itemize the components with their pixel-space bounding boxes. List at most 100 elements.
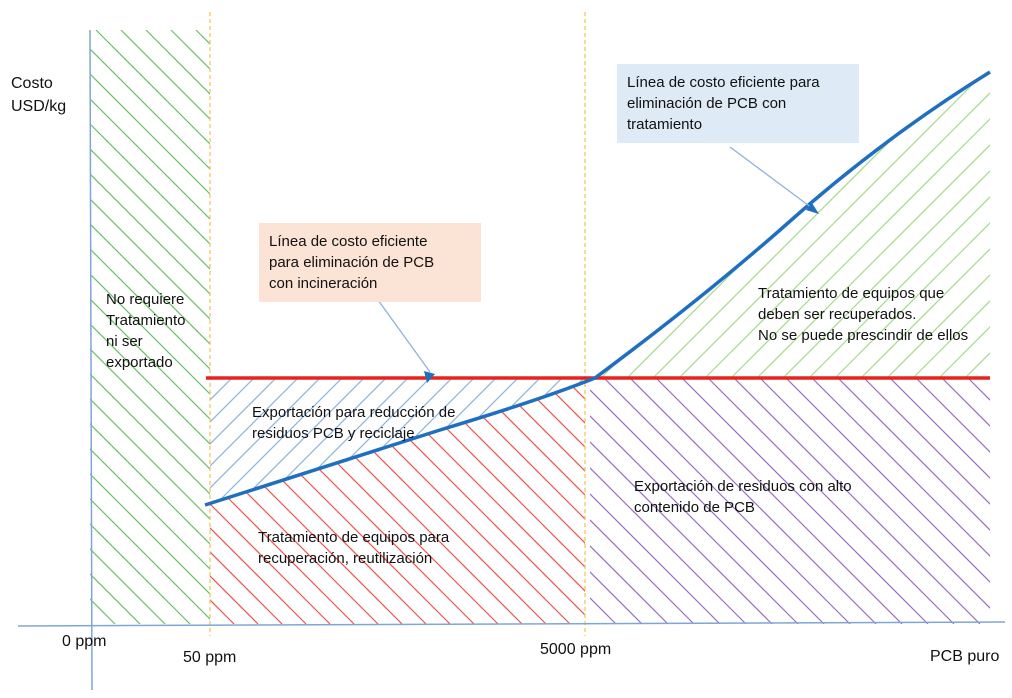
- hatch-line: [860, 72, 990, 378]
- hatch-line: [808, 72, 990, 378]
- hatch-line: [590, 493, 721, 624]
- hatch-line: [236, 378, 365, 505]
- hatch-line: [590, 519, 695, 624]
- hatch-line: [90, 448, 210, 570]
- hatch-line: [590, 441, 773, 624]
- region-export-reduction-label: Exportación para reducción de residuos P…: [252, 402, 455, 444]
- hatch-line: [90, 298, 210, 420]
- hatch-line: [704, 72, 990, 378]
- hatch-line: [828, 378, 1012, 624]
- hatch-line: [210, 378, 355, 624]
- region-export-reduction-line: residuos PCB y reciclaje: [252, 425, 415, 442]
- callout-incineration-line: Línea de costo eficiente: [269, 233, 428, 250]
- hatch-line: [210, 378, 403, 624]
- hatch-line: [707, 378, 955, 624]
- hatch-line: [90, 473, 210, 595]
- region-no-treatment-line: Tratamiento: [106, 312, 186, 329]
- hatch-line: [967, 378, 990, 401]
- hatch-line: [941, 378, 990, 427]
- hatch-line: [90, 223, 210, 345]
- region-no-treatment-line: No requiere: [106, 291, 185, 308]
- hatch-line: [214, 378, 343, 505]
- hatch-line: [515, 378, 595, 624]
- hatch-line: [733, 378, 981, 624]
- hatch-line: [210, 378, 379, 624]
- hatch-line: [90, 323, 210, 445]
- region-export-reduction-line: Exportación para reducción de: [252, 404, 456, 421]
- hatch-line: [837, 378, 990, 531]
- y-axis-label-line1: Costo: [11, 75, 53, 92]
- callout-treatment-line: Línea de costo eficiente para: [627, 74, 820, 91]
- y-axis: [89, 29, 93, 691]
- region-treatment-recovered-label: Tratamiento de equipos que deben ser rec…: [758, 283, 968, 346]
- tick-5000ppm: 5000 ppm: [540, 641, 612, 658]
- treatment-cost-curve: [204, 70, 991, 507]
- hatch-line: [90, 423, 210, 545]
- callout-treatment: Línea de costo eficiente para eliminació…: [617, 64, 859, 143]
- hatch-line: [863, 378, 990, 505]
- region-no-treatment-label: No requiere Tratamiento ni ser exportado: [106, 289, 185, 373]
- hatch-line: [590, 389, 825, 624]
- hatch-no-treatment: [90, 30, 210, 624]
- region-treatment-recovered-line: Tratamiento de equipos que: [758, 285, 945, 302]
- hatch-line: [915, 378, 990, 453]
- hatch-line: [210, 378, 255, 505]
- hatch-line: [681, 378, 929, 624]
- tick-0ppm: 0 ppm: [62, 633, 107, 650]
- hatch-line: [912, 72, 990, 378]
- hatch-line: [90, 623, 91, 624]
- callout-incineration-arrowhead: [424, 371, 435, 383]
- callout-treatment-arrowhead: [806, 203, 819, 214]
- callout-incineration: Línea de costo eficiente para eliminació…: [259, 223, 481, 302]
- hatch-equipment-recovery: [210, 378, 1012, 624]
- hatch-line: [603, 378, 851, 624]
- hatch-line: [95, 30, 210, 145]
- region-no-treatment-line: exportado: [106, 354, 173, 371]
- hatch-line: [590, 467, 747, 624]
- region-treatment-recovered-line: deben ser recuperados.: [758, 306, 917, 323]
- hatch-line: [210, 378, 233, 505]
- callout-treatment-line: eliminación de PCB con: [627, 95, 787, 112]
- hatch-line: [90, 123, 210, 245]
- hatch-line: [210, 378, 321, 505]
- hatch-line: [210, 378, 307, 624]
- hatch-export-high: [590, 378, 1012, 624]
- hatch-line: [210, 378, 299, 505]
- hatch-line: [889, 378, 990, 479]
- hatch-line: [539, 378, 595, 624]
- hatch-line: [678, 72, 986, 378]
- hatch-line: [994, 378, 1012, 624]
- x-axis: [17, 621, 1006, 627]
- hatch-line: [782, 72, 990, 378]
- tick-pcb-puro: PCB puro: [930, 648, 1000, 665]
- callout-incineration-line: con incineración: [269, 275, 378, 292]
- region-export-high-line: Exportación de residuos con alto: [634, 478, 852, 495]
- hatch-line: [90, 73, 210, 195]
- hatch-line: [443, 378, 595, 624]
- callout-incineration-pointer: [377, 299, 431, 373]
- region-equipment-recovery-label: Tratamiento de equipos para recuperación…: [258, 527, 449, 569]
- hatch-line: [90, 98, 210, 220]
- y-axis-label: Costo USD/kg: [11, 72, 66, 118]
- hatch-line: [90, 598, 116, 624]
- hatch-line: [756, 72, 990, 378]
- hatch-line: [210, 378, 259, 624]
- region-export-high-label: Exportación de residuos con alto conteni…: [634, 476, 852, 518]
- hatch-line: [90, 248, 210, 370]
- callout-treatment-pointer: [729, 146, 813, 209]
- hatch-line: [655, 378, 903, 624]
- tick-50ppm: 50 ppm: [183, 649, 237, 666]
- hatch-line: [210, 378, 283, 624]
- hatch-line: [730, 72, 990, 378]
- hatch-line: [759, 378, 990, 609]
- callout-treatment-line: tratamiento: [627, 116, 703, 133]
- hatch-line: [590, 571, 643, 624]
- region-equipment-recovery-line: Tratamiento de equipos para: [258, 529, 450, 546]
- hatch-line: [210, 378, 277, 505]
- region-no-treatment-line: ni ser: [106, 333, 143, 350]
- hatch-line: [991, 72, 1012, 378]
- hatch-line: [590, 415, 799, 624]
- hatch-line: [491, 378, 595, 624]
- hatch-line: [811, 378, 990, 557]
